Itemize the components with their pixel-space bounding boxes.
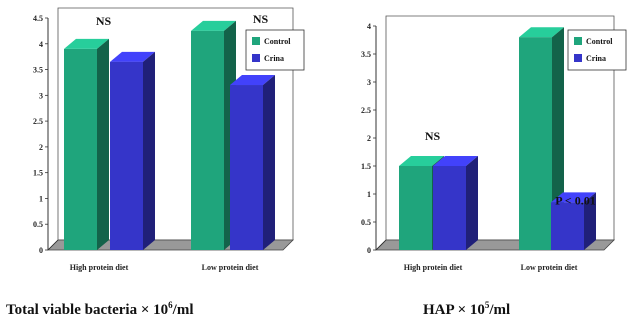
x-category-label: High protein diet — [404, 263, 463, 272]
legend-label-crina: Crina — [264, 54, 284, 63]
y-tick-label: 2 — [367, 134, 371, 143]
caption-unit: /ml — [489, 302, 511, 318]
bar-side-crina — [466, 156, 478, 250]
legend-swatch-control — [252, 37, 260, 45]
y-axis-depth-line — [47, 239, 59, 251]
y-tick-label: 4 — [367, 22, 371, 31]
bar-control — [519, 37, 552, 251]
x-category-label: High protein diet — [70, 263, 129, 272]
bar-top-control — [519, 27, 564, 38]
legend-swatch-control — [574, 37, 582, 45]
caption-base: 10 — [153, 302, 169, 318]
bar-side-crina — [143, 51, 155, 251]
caption-text: Total viable bacteria × — [6, 302, 150, 318]
legend-swatch-crina — [574, 54, 582, 62]
caption-total-viable-bacteria: Total viable bacteria × 106/ml — [6, 300, 194, 319]
y-tick-label: 1.5 — [33, 169, 43, 178]
y-tick-label: 3.5 — [33, 66, 43, 75]
y-tick-label: 2.5 — [361, 106, 371, 115]
y-tick-label: 3 — [367, 78, 371, 87]
bar-top-crina — [230, 75, 275, 86]
chart-total-viable-bacteria: 0 0.5 1 1.5 2 2.5 3 3.5 4 4.5 High protein diet Low… — [33, 7, 305, 272]
caption-exponent: 6 — [168, 300, 173, 310]
significance-annotation: NS — [253, 12, 269, 26]
y-axis-depth-line — [375, 239, 387, 251]
y-tick-label: 4.5 — [33, 14, 43, 23]
caption-text: HAP × — [423, 302, 467, 318]
bar-top-crina — [551, 192, 596, 203]
y-tick-label: 3 — [39, 91, 43, 100]
y-tick-label: 0.5 — [33, 220, 43, 229]
bar-crina — [230, 85, 263, 251]
bar-crina — [551, 202, 584, 250]
bar-side-control — [97, 38, 109, 250]
y-tick-label: 1 — [367, 190, 371, 199]
bar-crina — [433, 166, 466, 250]
y-tick-label: 2.5 — [33, 117, 43, 126]
y-tick-label: 4 — [39, 40, 43, 49]
caption-unit: /ml — [172, 302, 194, 318]
significance-annotation: P < 0.01 — [555, 193, 596, 207]
legend-swatch-crina — [252, 54, 260, 62]
bar-control — [191, 30, 224, 251]
x-category-label: Low protein diet — [521, 263, 578, 272]
caption-exponent: 5 — [484, 300, 490, 310]
legend-label-crina: Crina — [586, 54, 606, 63]
legend-box — [567, 29, 627, 71]
bar-top-crina — [110, 51, 155, 62]
legend-box — [245, 29, 305, 71]
y-tick-label: 3.5 — [361, 50, 371, 59]
bar-control — [64, 48, 97, 250]
significance-annotation: NS — [96, 14, 112, 28]
y-tick-label: 0 — [39, 246, 43, 255]
bar-top-crina — [433, 156, 478, 166]
y-tick-label: 0.5 — [361, 218, 371, 227]
bar-charts-svg: 0 0.5 1 1.5 2 2.5 3 3.5 4 4.5 High protein diet Low… — [33, 7, 627, 272]
bar-side-crina — [263, 75, 275, 251]
bar-crina — [110, 61, 143, 251]
x-category-label: Low protein diet — [202, 263, 259, 272]
chart-hap: 0 0.5 1 1.5 2 2.5 3 3.5 4 High protein diet Low pr… — [361, 15, 627, 272]
bar-control — [399, 166, 432, 250]
legend-label-control: Control — [264, 37, 291, 46]
y-tick-label: 1 — [39, 194, 43, 203]
legend-label-control: Control — [586, 37, 613, 46]
y-tick-label: 2 — [39, 143, 43, 152]
y-tick-label: 0 — [367, 246, 371, 255]
bar-top-control — [191, 20, 236, 31]
bar-top-control — [399, 156, 444, 166]
significance-annotation: NS — [425, 129, 441, 143]
caption-hap: HAP × 105/ml — [423, 300, 510, 319]
y-tick-label: 1.5 — [361, 162, 371, 171]
bar-side-crina — [584, 192, 596, 250]
bar-top-control — [64, 38, 109, 49]
caption-base: 10 — [469, 302, 485, 318]
